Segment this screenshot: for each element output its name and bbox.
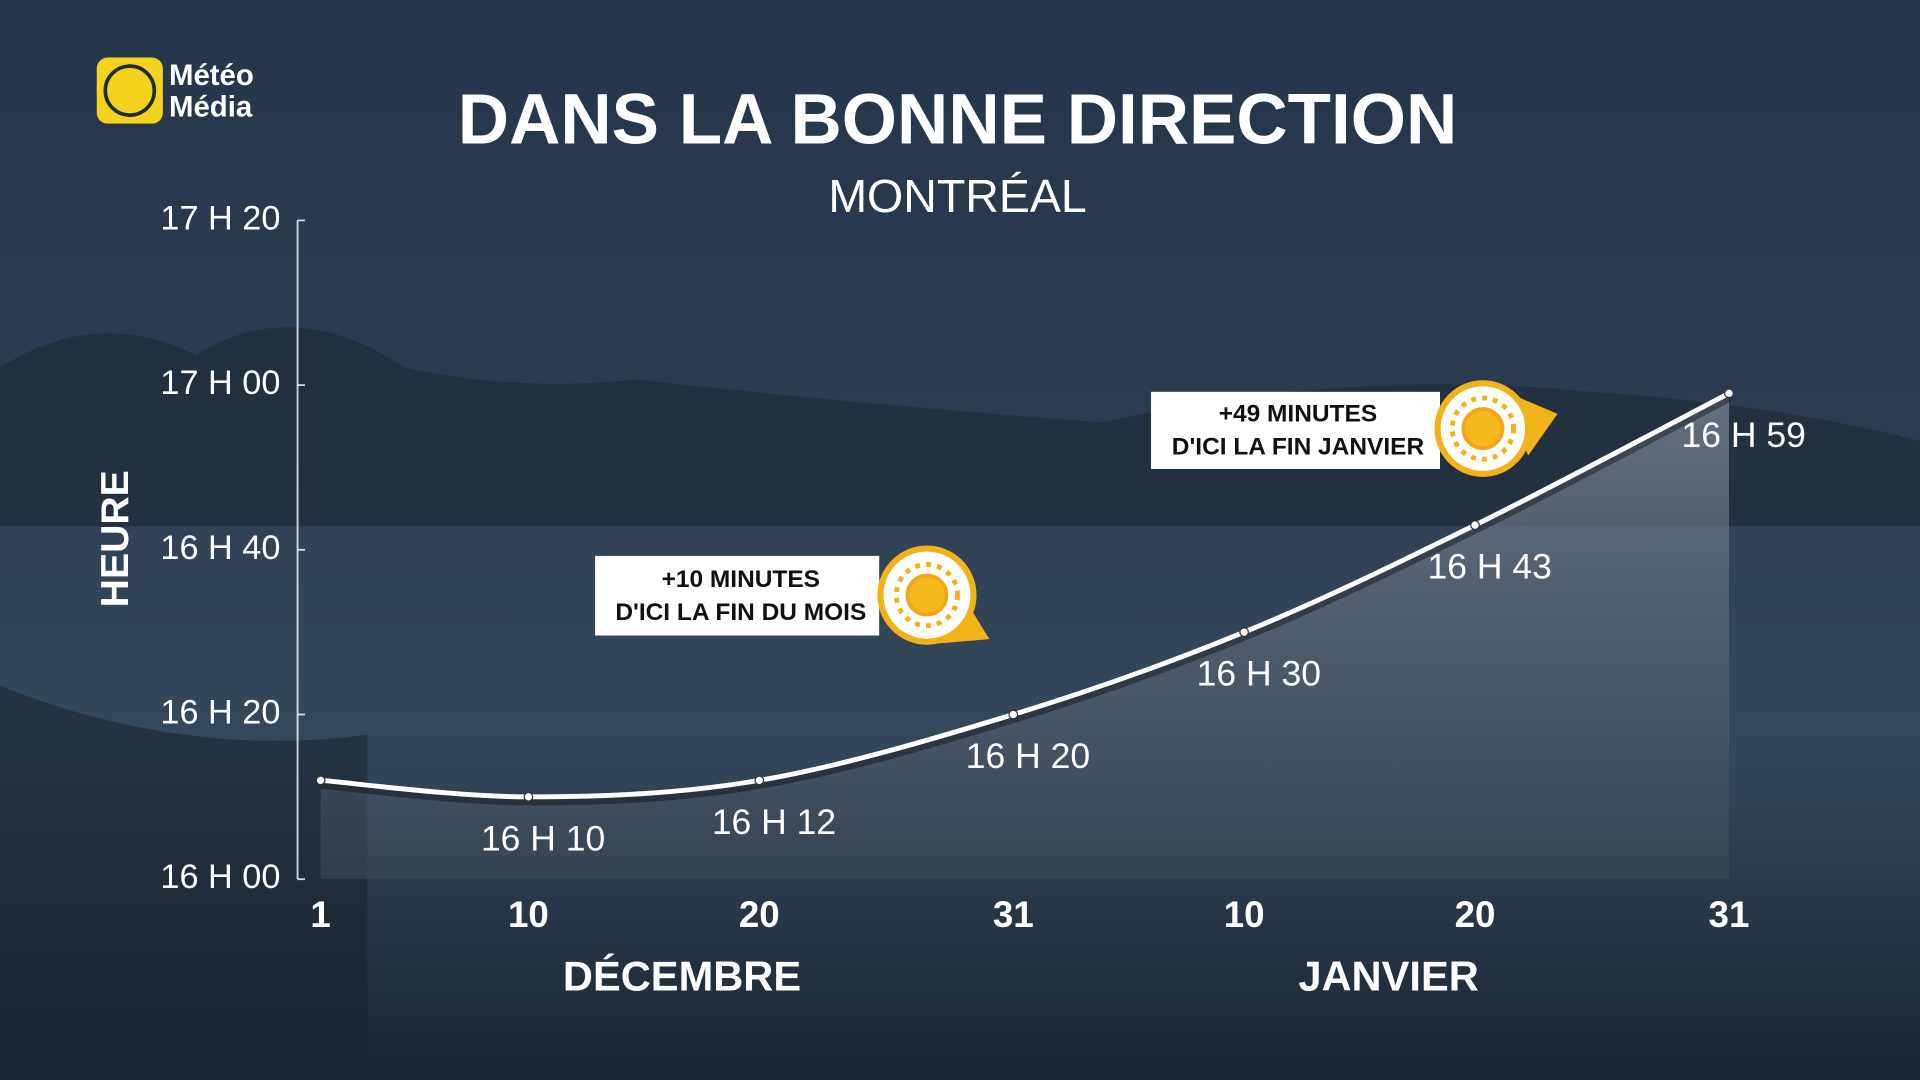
value-label: 16 H 59 [1682, 415, 1806, 455]
sun-core [905, 573, 949, 617]
logo-text: Météo [169, 59, 254, 92]
sun-rays [1449, 395, 1516, 462]
callout-box [1151, 391, 1440, 469]
x-tick-label: 31 [993, 894, 1034, 935]
point [1008, 709, 1019, 720]
point [1239, 627, 1250, 638]
callout-box [595, 555, 880, 636]
point [1724, 388, 1734, 399]
shore [0, 685, 368, 1080]
x-tick-label: 10 [1224, 894, 1265, 935]
value-label: 16 H 12 [712, 802, 836, 842]
x-group-label: JANVIER [1298, 953, 1478, 1000]
y-tick-label: 17 H 00 [160, 364, 280, 402]
y-tick-label: 16 H 20 [160, 694, 280, 732]
point [754, 775, 765, 786]
value-label: 16 H 43 [1428, 547, 1552, 587]
callout-text: D'ICI LA FIN JANVIER [1172, 434, 1425, 461]
x-tick-label: 10 [508, 894, 549, 935]
chart-subtitle: MONTRÉAL [828, 170, 1086, 222]
callout-text: +10 MINUTES [662, 566, 820, 593]
point [523, 791, 534, 802]
logo-text: Média [169, 91, 253, 124]
y-tick-label: 17 H 20 [160, 199, 280, 237]
point [1470, 520, 1480, 530]
x-tick-label: 31 [1709, 894, 1750, 935]
chart-title: DANS LA BONNE DIRECTION [458, 81, 1458, 160]
y-tick-label: 16 H 00 [160, 858, 280, 896]
value-label: 16 H 20 [966, 736, 1090, 776]
area [320, 393, 1729, 880]
value-label: 16 H 30 [1197, 654, 1321, 694]
y-tick-label: 16 H 40 [160, 529, 280, 567]
x-group-label: DÉCEMBRE [563, 953, 801, 1000]
logo: Météo Média [96, 57, 254, 124]
sun-core [1461, 407, 1505, 450]
callout-text: D'ICI LA FIN DU MOIS [615, 599, 866, 626]
x-tick-label: 20 [739, 894, 780, 935]
callout: +10 MINUTES D'ICI LA FIN DU MOIS [595, 545, 990, 645]
value-label: 16 H 10 [481, 818, 605, 858]
x-tick-label: 1 [310, 894, 330, 935]
callout-text: +49 MINUTES [1219, 401, 1377, 428]
y-axis-label: HEURE [94, 470, 137, 607]
callout: +49 MINUTES D'ICI LA FIN JANVIER [1151, 380, 1558, 477]
treeline [0, 327, 1920, 527]
sun-rays [893, 562, 960, 629]
logo-globe [103, 64, 157, 117]
plot: 16 H 00 16 H 20 16 H 40 17 H 00 17 H 20 1 10 20… [160, 199, 1805, 999]
x-tick-label: 20 [1455, 894, 1496, 935]
point [315, 775, 326, 786]
